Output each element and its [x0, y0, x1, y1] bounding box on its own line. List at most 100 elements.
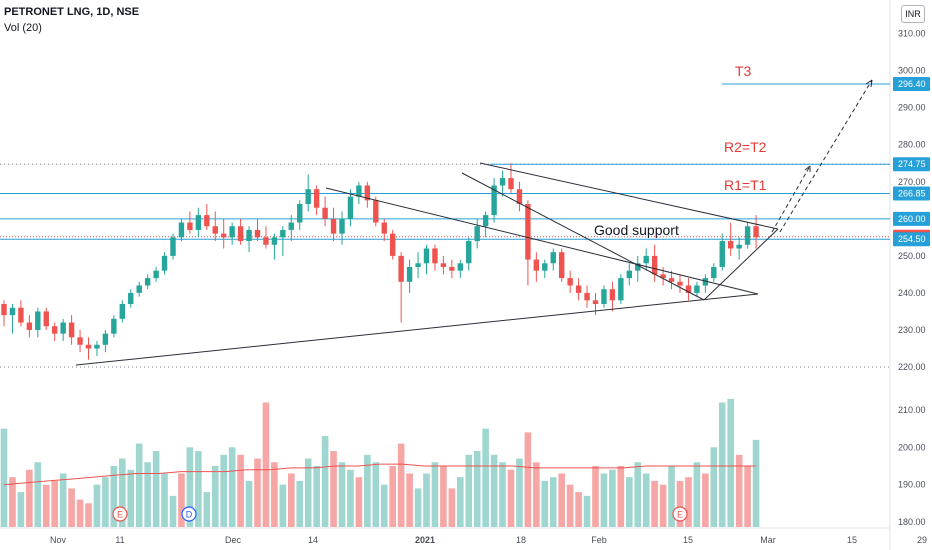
volume-bar: [558, 473, 565, 527]
candle-body: [119, 304, 125, 319]
price-level-tag-label: 296.40: [898, 79, 926, 89]
candle-body: [339, 218, 345, 234]
candle-body: [322, 207, 328, 219]
candle-body: [204, 215, 210, 227]
candle-body: [592, 300, 599, 305]
volume-bar: [457, 477, 464, 527]
currency-badge[interactable]: INR: [901, 5, 925, 23]
candle-body: [161, 255, 168, 271]
candle-body: [525, 204, 531, 260]
candle-body: [144, 278, 151, 286]
candle-body: [1, 304, 7, 316]
volume-bar: [533, 462, 540, 527]
candle-body: [694, 285, 700, 293]
candle-body: [373, 200, 379, 223]
price-level-tag-label: 254.50: [898, 234, 926, 244]
volume-bar: [245, 480, 253, 527]
time-tick-label: 15: [847, 535, 857, 545]
candle-body: [432, 248, 438, 264]
symbol-title: PETRONET LNG, 1D, NSE: [4, 6, 140, 18]
event-marker: [112, 506, 128, 522]
candle-body: [398, 255, 404, 282]
candle-body: [271, 237, 278, 245]
volume-bar: [659, 484, 667, 527]
candle-body: [440, 263, 447, 267]
volume-bar: [161, 473, 168, 527]
candle-body: [736, 244, 742, 249]
volume-tick-label: 210.00: [898, 405, 926, 415]
volume-bar: [516, 458, 523, 527]
volume-bar: [203, 492, 211, 527]
candle-body: [753, 226, 759, 238]
candle-body: [195, 215, 202, 230]
candle-body: [212, 226, 218, 234]
candle-body: [702, 278, 709, 286]
candle-body: [52, 326, 58, 334]
volume-bar: [372, 462, 380, 527]
volume-bar: [355, 477, 363, 527]
volume-bar: [685, 477, 692, 527]
volume-bar: [380, 484, 388, 527]
candle-body: [111, 318, 117, 334]
candle-body: [559, 252, 565, 279]
volume-bar: [313, 466, 320, 527]
volume-bar: [549, 477, 557, 527]
volume-bar: [702, 473, 709, 527]
volume-bar: [718, 402, 726, 527]
candle-body: [533, 259, 540, 271]
volume-bar: [93, 484, 101, 527]
volume-bar: [414, 488, 422, 527]
volume-bar: [68, 488, 75, 527]
price-level-tag-label: 260.00: [898, 214, 926, 224]
event-marker-label: E: [117, 510, 123, 520]
time-tick-label: Feb: [591, 535, 607, 545]
candle-body: [516, 189, 523, 205]
volume-bar: [490, 454, 498, 527]
candle-body: [584, 292, 590, 301]
candle-body: [575, 285, 582, 293]
candle-body: [18, 307, 24, 323]
trendline: [325, 187, 759, 295]
volume-bar: [186, 447, 194, 527]
candle-body: [601, 289, 607, 305]
volume-bar: [735, 454, 743, 527]
candle-body: [229, 226, 235, 238]
candle-body: [542, 263, 548, 271]
candle-body: [466, 241, 472, 264]
candle-body: [246, 229, 252, 242]
volume-bar: [642, 473, 650, 527]
candle-body: [660, 274, 666, 279]
volume-ma-line: [3, 463, 756, 486]
volume-bar: [583, 495, 591, 527]
candle-body: [330, 218, 337, 234]
price-tick-label: 270.00: [898, 177, 926, 187]
support-annotation: Good support: [594, 222, 679, 238]
price-tick-label: 280.00: [898, 140, 926, 150]
candle-body: [618, 278, 624, 301]
volume-bar: [626, 477, 633, 527]
volume-bar: [592, 466, 599, 527]
candle-body: [364, 185, 371, 201]
volume-bar: [752, 439, 760, 527]
candle-body: [305, 189, 311, 205]
candle-body: [297, 204, 303, 223]
volume-bar: [482, 428, 489, 527]
volume-bar: [566, 484, 574, 527]
time-tick-label: 29: [917, 535, 927, 545]
event-marker-label: D: [186, 510, 193, 520]
candle-body: [626, 270, 632, 279]
candle-body: [728, 241, 734, 249]
candle-body: [474, 226, 480, 242]
volume-bar: [347, 469, 354, 527]
trendline: [461, 172, 705, 301]
candle-body: [313, 189, 320, 208]
volume-bar: [279, 484, 287, 527]
candle-body: [77, 337, 83, 345]
candle-body: [85, 344, 92, 349]
volume-bar: [0, 428, 8, 527]
candle-body: [263, 237, 269, 245]
volume-bar: [609, 469, 616, 527]
volume-bar: [85, 503, 92, 527]
candle-body: [178, 222, 185, 238]
